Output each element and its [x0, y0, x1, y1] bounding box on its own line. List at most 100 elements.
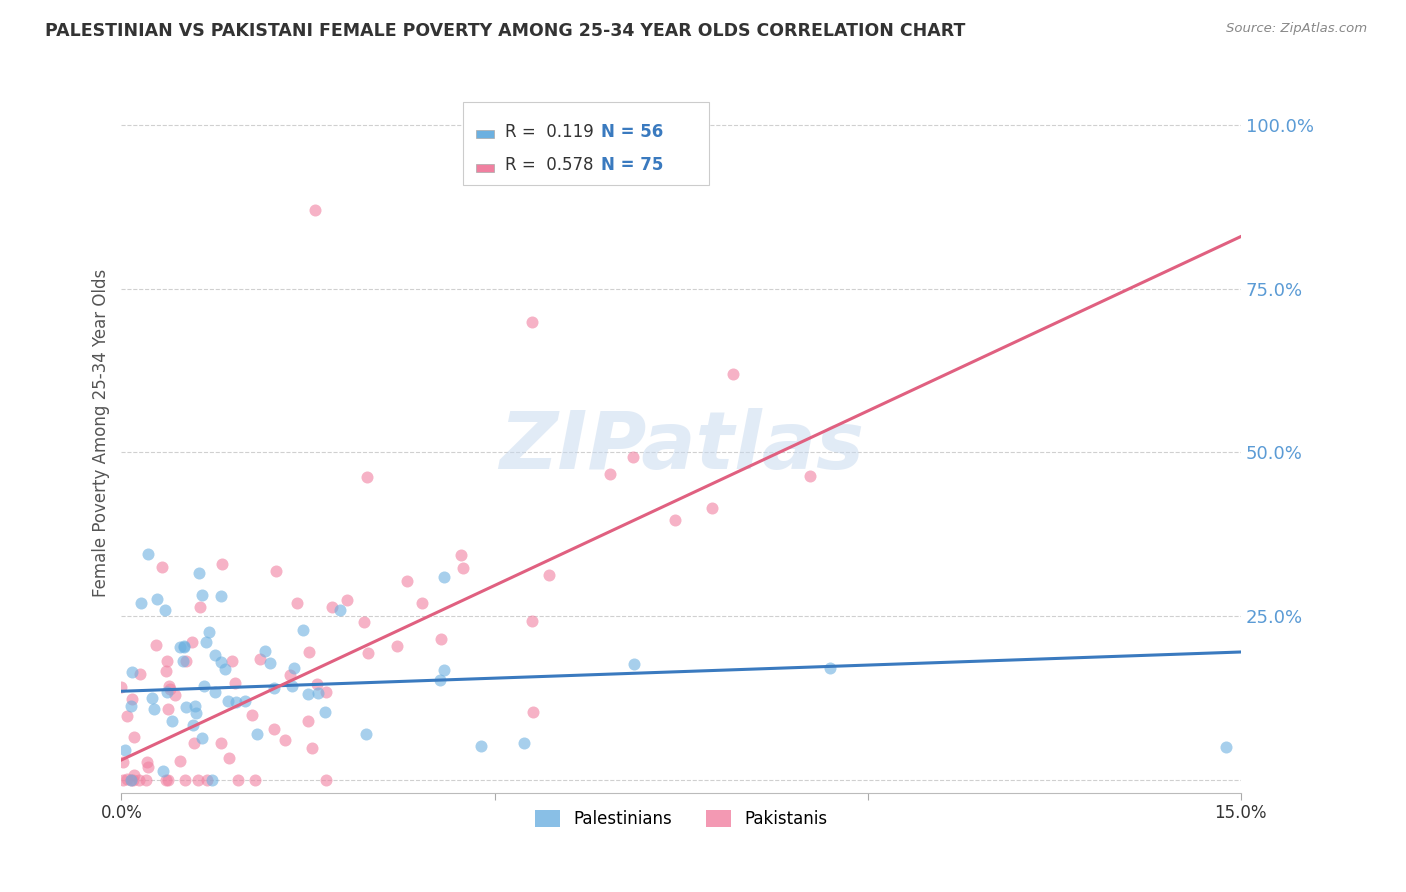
Point [163, 688, 186, 702]
Point [225, 695, 247, 709]
Point [297, 644, 319, 658]
Point [111, 756, 134, 770]
Point [122, 730, 145, 744]
Point [1215, 739, 1237, 754]
Point [623, 657, 645, 671]
Point [353, 615, 375, 629]
Point [145, 591, 167, 606]
Point [307, 685, 329, 699]
Text: N = 75: N = 75 [600, 156, 662, 175]
Point [249, 652, 271, 666]
Point [129, 667, 152, 681]
Point [156, 654, 179, 668]
Point [254, 643, 277, 657]
Point [799, 468, 821, 483]
Point [128, 772, 150, 787]
Legend: Palestinians, Pakistanis: Palestinians, Pakistanis [529, 803, 834, 835]
Point [411, 597, 433, 611]
Point [245, 727, 267, 741]
Point [184, 706, 207, 720]
Point [152, 764, 174, 778]
Point [329, 603, 352, 617]
Point [336, 593, 359, 607]
Point [159, 682, 181, 697]
Point [537, 568, 560, 582]
Point [226, 772, 249, 787]
Point [173, 640, 195, 655]
Point [450, 549, 472, 563]
Point [315, 685, 337, 699]
Point [432, 663, 454, 677]
Point [214, 663, 236, 677]
Point [122, 772, 145, 787]
Point [281, 680, 304, 694]
Point [204, 648, 226, 662]
Point [121, 698, 143, 713]
Point [142, 702, 165, 716]
Point [121, 665, 143, 679]
Point [145, 639, 167, 653]
Point [820, 661, 842, 675]
Point [451, 561, 474, 575]
Point [304, 203, 326, 218]
Point [522, 705, 544, 719]
Point [169, 640, 191, 654]
Point [121, 691, 143, 706]
Point [301, 741, 323, 756]
Point [315, 772, 337, 787]
Point [191, 731, 214, 745]
Point [700, 500, 723, 515]
Text: ZIPatlas: ZIPatlas [499, 409, 863, 486]
Point [111, 772, 134, 787]
Point [291, 624, 314, 638]
Point [217, 694, 239, 708]
Point [209, 589, 232, 603]
Point [156, 772, 179, 787]
Point [218, 751, 240, 765]
Text: Source: ZipAtlas.com: Source: ZipAtlas.com [1226, 22, 1367, 36]
Point [169, 754, 191, 768]
Point [110, 680, 132, 694]
Y-axis label: Female Poverty Among 25-34 Year Olds: Female Poverty Among 25-34 Year Olds [93, 268, 110, 597]
Point [124, 768, 146, 782]
Point [430, 632, 453, 646]
Point [297, 714, 319, 728]
Point [520, 614, 543, 628]
Point [520, 315, 543, 329]
Point [273, 732, 295, 747]
Point [305, 677, 328, 691]
Point [599, 467, 621, 481]
Point [204, 685, 226, 699]
Point [188, 599, 211, 614]
Text: R =  0.119: R = 0.119 [505, 122, 595, 141]
Point [395, 574, 418, 588]
Point [201, 772, 224, 787]
Point [314, 705, 336, 719]
Point [221, 654, 243, 668]
Point [141, 691, 163, 706]
Point [209, 656, 232, 670]
Point [181, 718, 204, 732]
Point [278, 667, 301, 681]
Point [224, 676, 246, 690]
Bar [463, 102, 709, 185]
Point [184, 698, 207, 713]
Point [173, 772, 195, 787]
Point [114, 742, 136, 756]
Point [117, 709, 139, 723]
Text: R =  0.578: R = 0.578 [505, 156, 593, 175]
Text: N = 56: N = 56 [600, 122, 662, 141]
Point [211, 557, 233, 571]
Point [183, 736, 205, 750]
Point [195, 634, 218, 648]
Point [385, 639, 408, 653]
Point [187, 566, 209, 580]
Point [664, 513, 686, 527]
Point [156, 685, 179, 699]
Point [429, 673, 451, 687]
Point [155, 664, 177, 678]
Point [356, 470, 378, 484]
Point [120, 772, 142, 787]
Point [723, 367, 745, 381]
Point [136, 547, 159, 561]
